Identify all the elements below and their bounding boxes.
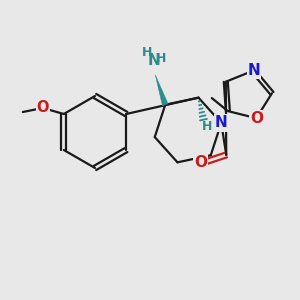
Text: O: O (250, 111, 263, 126)
Text: O: O (37, 100, 49, 116)
Text: H: H (142, 46, 152, 59)
Text: N: N (248, 63, 260, 78)
Text: O: O (194, 155, 207, 170)
Text: N: N (148, 53, 161, 68)
Text: H: H (202, 120, 213, 133)
Text: H: H (156, 52, 166, 65)
Text: N: N (215, 116, 228, 130)
Polygon shape (155, 75, 168, 106)
